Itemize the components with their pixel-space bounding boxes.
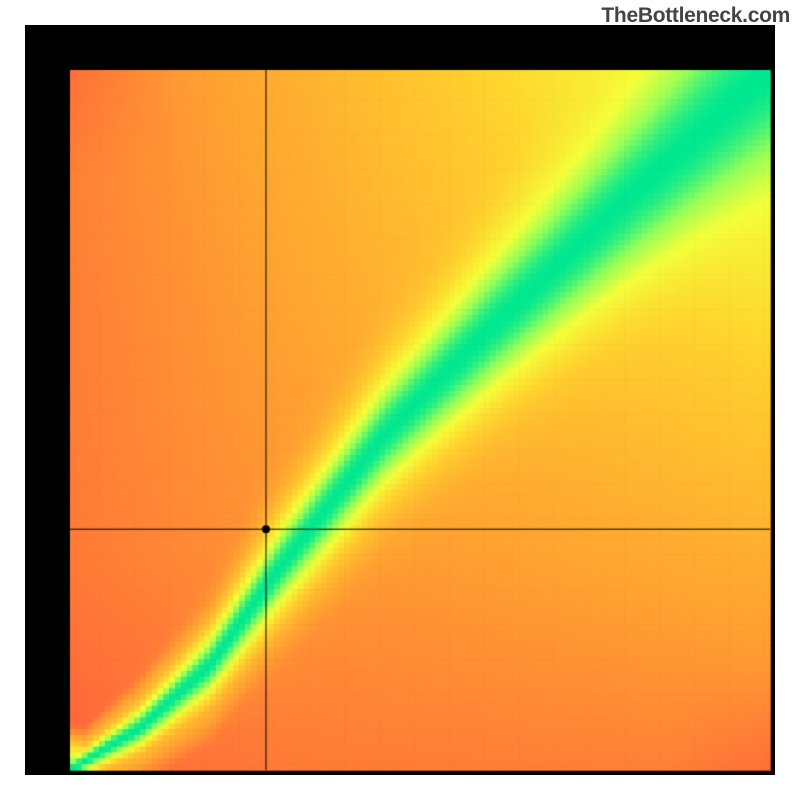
heatmap-frame xyxy=(25,25,775,775)
watermark-text: TheBottleneck.com xyxy=(601,4,790,28)
heatmap-canvas xyxy=(25,25,775,775)
